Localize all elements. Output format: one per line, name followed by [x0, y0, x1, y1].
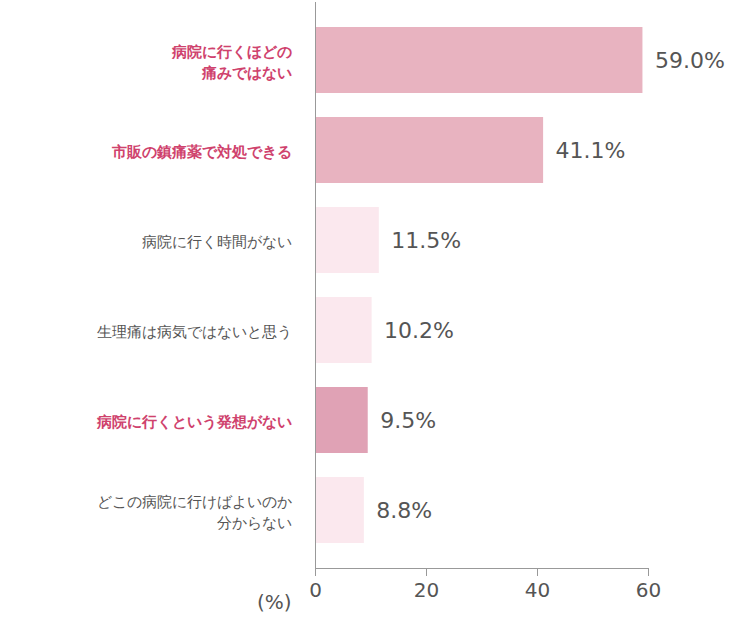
svg-text:59.0%: 59.0%	[655, 48, 725, 73]
svg-text:8.8%: 8.8%	[376, 498, 432, 523]
svg-text:20: 20	[414, 578, 439, 602]
svg-text:生理痛は病気ではないと思う: 生理痛は病気ではないと思う	[97, 323, 292, 341]
svg-text:病院に行くほどの痛みではない: 病院に行くほどの痛みではない	[171, 43, 292, 83]
svg-text:市販の鎮痛薬で対処できる: 市販の鎮痛薬で対処できる	[111, 143, 292, 161]
svg-text:病院に行くという発想がない: 病院に行くという発想がない	[96, 413, 292, 431]
svg-text:病院に行く時間がない: 病院に行く時間がない	[142, 233, 292, 251]
svg-text:40: 40	[525, 578, 550, 602]
svg-text:41.1%: 41.1%	[556, 138, 626, 163]
svg-text:0: 0	[309, 578, 322, 602]
svg-text:60: 60	[636, 578, 661, 602]
svg-text:11.5%: 11.5%	[391, 228, 461, 253]
svg-text:10.2%: 10.2%	[384, 318, 454, 343]
svg-text:どこの病院に行けばよいのか分からない: どこの病院に行けばよいのか分からない	[97, 493, 292, 533]
svg-text:(%): (%)	[257, 590, 292, 614]
svg-text:9.5%: 9.5%	[380, 408, 436, 433]
